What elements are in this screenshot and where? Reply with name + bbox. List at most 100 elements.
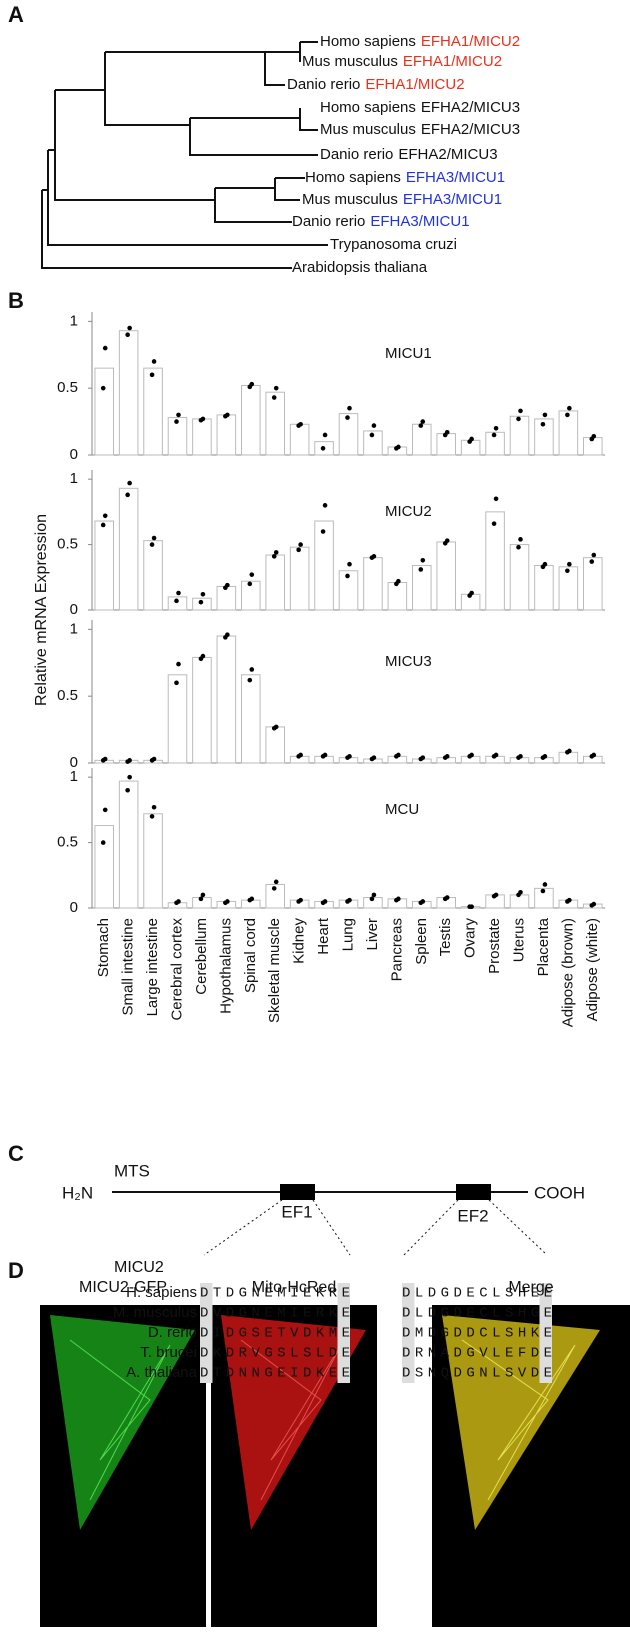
replicate-dot xyxy=(223,585,228,590)
bar xyxy=(510,416,529,455)
gene: EFHA2/MICU3 xyxy=(421,121,520,138)
replicate-dot xyxy=(565,750,570,755)
replicate-dot xyxy=(394,446,399,451)
panel-label: C xyxy=(8,1141,24,1166)
replicate-dot xyxy=(199,656,204,661)
replicate-dot xyxy=(443,897,448,902)
replicate-dot xyxy=(223,635,228,640)
replicate-dot xyxy=(127,481,132,486)
replicate-dot xyxy=(494,496,499,501)
replicate-dot xyxy=(420,419,425,424)
species-label: D. rerio xyxy=(148,1324,197,1341)
bar xyxy=(584,558,603,610)
bar xyxy=(144,541,163,610)
replicate-dot xyxy=(152,359,157,364)
x-tick-label: Heart xyxy=(315,917,332,955)
replicate-dot xyxy=(591,553,596,558)
c-terminus: COOH xyxy=(534,1183,585,1202)
gene: EFHA3/MICU1 xyxy=(406,169,505,186)
y-tick-label: 0 xyxy=(70,446,78,463)
replicate-dot xyxy=(247,385,252,390)
replicate-dot xyxy=(418,567,423,572)
replicate-dot xyxy=(223,900,228,905)
replicate-dot xyxy=(370,757,375,762)
replicate-dot xyxy=(394,582,399,587)
tree xyxy=(42,42,328,268)
bar xyxy=(266,727,285,763)
replicate-dot xyxy=(345,899,350,904)
replicate-dot xyxy=(321,446,326,451)
replicate-dot xyxy=(103,808,108,813)
panel-label: D xyxy=(8,1258,24,1283)
replicate-dot xyxy=(418,757,423,762)
replicate-dot xyxy=(296,548,301,553)
species: Danio rerio xyxy=(320,146,393,163)
bar xyxy=(486,512,505,610)
leaf-label: Danio rerioEFHA1/MICU2 xyxy=(287,76,465,93)
replicate-dot xyxy=(443,541,448,546)
gene: EFHA2/MICU3 xyxy=(398,146,497,163)
replicate-dot xyxy=(541,755,546,760)
replicate-dot xyxy=(494,426,499,431)
replicate-dot xyxy=(201,893,206,898)
replicate-dot xyxy=(418,900,423,905)
replicate-dot xyxy=(101,523,106,528)
y-tick-label: 1 xyxy=(70,312,78,329)
leaf-label: Homo sapiensEFHA2/MICU3 xyxy=(320,99,520,116)
replicate-dot xyxy=(127,775,132,780)
x-tick-label: Spinal cord xyxy=(242,918,259,993)
replicate-dot xyxy=(174,900,179,905)
replicate-dot xyxy=(152,805,157,810)
species-label: T. brucei xyxy=(140,1344,197,1361)
replicate-dot xyxy=(103,346,108,351)
species: Homo sapiens xyxy=(305,169,401,186)
replicate-dot xyxy=(541,565,546,570)
bar xyxy=(559,411,578,455)
figure: A B C D Homo sapiensEFHA1/MICU2Mus muscu… xyxy=(0,0,630,1627)
leaf-label: Homo sapiens EFHA3/MICU1 xyxy=(305,169,505,186)
y-axis-label: Relative mRNA Expression xyxy=(33,514,50,706)
replicate-dot xyxy=(347,562,352,567)
replicate-dot xyxy=(323,503,328,508)
replicate-dot xyxy=(467,593,472,598)
replicate-dot xyxy=(516,417,521,422)
panel-label: A xyxy=(8,2,24,27)
replicate-dot xyxy=(150,373,155,378)
replicate-dot xyxy=(516,893,521,898)
x-tick-label: Kidney xyxy=(291,918,308,964)
replicate-dot xyxy=(565,568,570,573)
bar xyxy=(95,368,114,455)
leaf-label: Arabidopsis thaliana xyxy=(292,259,428,276)
replicate-dot xyxy=(321,754,326,759)
replicate-dot xyxy=(150,814,155,819)
replicate-dot xyxy=(247,678,252,683)
y-tick-label: 1 xyxy=(70,620,78,637)
replicate-dot xyxy=(567,562,572,567)
replicate-dot xyxy=(199,600,204,605)
replicate-dot xyxy=(125,493,130,498)
bar xyxy=(95,521,114,610)
mts-label: MTS xyxy=(114,1161,150,1180)
x-tick-label: Spleen xyxy=(413,918,430,965)
image-title: Mito-HcRed xyxy=(252,1279,336,1296)
gene: EFHA3/MICU1 xyxy=(403,191,502,208)
x-tick-label: Adipose (white) xyxy=(584,918,601,1021)
replicate-dot xyxy=(176,413,181,418)
gene-label: MICU2 xyxy=(114,1259,164,1276)
replicate-dot xyxy=(345,415,350,420)
replicate-dot xyxy=(223,414,228,419)
species: Arabidopsis thaliana xyxy=(292,259,428,276)
bar xyxy=(290,424,309,455)
replicate-dot xyxy=(589,754,594,759)
species-label: M. musculus xyxy=(113,1304,197,1321)
leaf-label: Trypanosoma cruzi xyxy=(330,236,457,253)
y-tick-label: 0.5 xyxy=(57,379,78,396)
replicate-dot xyxy=(274,880,279,885)
bar xyxy=(144,814,163,908)
x-tick-label: Liver xyxy=(364,918,381,951)
replicate-dot xyxy=(174,681,179,686)
bar xyxy=(217,415,236,455)
x-tick-label: Stomach xyxy=(95,918,112,977)
